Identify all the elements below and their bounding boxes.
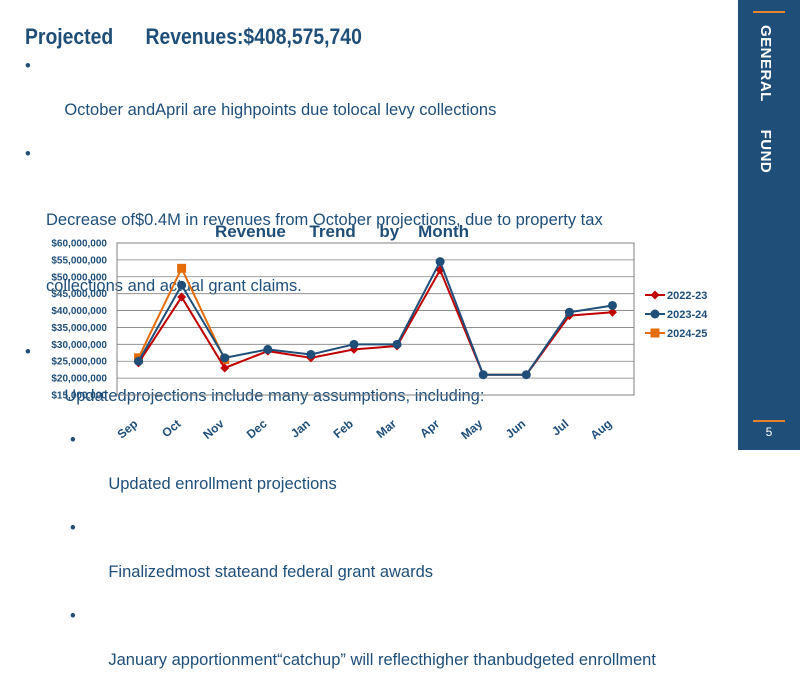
x-tick-label: May [458,416,485,442]
x-tick-label: Dec [244,416,270,441]
sub-bullet-item: • January apportionment“catchup” will re… [22,605,722,693]
chart-series [134,257,617,380]
legend-label: 2022-23 [667,290,707,302]
data-point [220,363,230,373]
x-axis-ticks: Sep Oct Nov Dec Jan Feb Mar Apr May Jun Jul Aug [115,416,615,442]
y-tick-label: $25,000,000 [51,357,107,368]
bullet-text: Updatedprojections include many assumpti… [64,387,485,405]
bullet-marker: • [70,519,76,537]
legend-marker [650,290,660,300]
y-tick-label: $20,000,000 [51,374,107,385]
legend-marker [650,309,660,319]
x-tick-label: Feb [331,417,356,441]
data-point [220,353,230,363]
bullet-marker: • [70,431,76,449]
data-point [521,370,531,380]
data-point [177,292,187,302]
revenue-trend-chart: Revenue Trend by Month $15,000,000 $20,00… [51,222,708,442]
y-axis-ticks: $15,000,000 $20,000,000 $25,000,000 $30,000… [51,239,107,402]
x-tick-label: Aug [588,417,615,443]
data-point [177,280,187,290]
bullet-text: October andApril are highpoints due tolo… [64,101,497,119]
series-line [137,259,613,376]
bullet-text: Decrease of$0.4M in revenues from Octobe… [46,211,603,229]
data-point [392,339,402,349]
x-tick-label: Apr [417,416,442,440]
data-point [263,344,273,354]
x-tick-label: Sep [115,417,141,442]
data-point [478,370,488,380]
sub-bullet-text: Finalizedmost stateand federal grant awa… [108,563,434,581]
data-point [435,257,445,267]
bullet-marker: • [25,145,31,163]
plot-area [116,242,635,396]
sub-bullet-text: January apportionment“catchup” will refl… [108,651,656,669]
bullet-marker: • [25,57,31,75]
series-line [137,267,613,376]
slide-title: Projected Revenues:$408,575,740 [25,24,362,49]
y-tick-label: $50,000,000 [51,272,107,283]
data-point [306,349,316,359]
y-tick-label: $45,000,000 [51,289,107,300]
series-2023-24 [134,257,617,380]
chart-legend: 2022-23 2023-24 2024-25 [645,290,708,340]
sidebar-panel: GENERAL FUND 5 [738,0,800,450]
y-tick-label: $40,000,000 [51,306,107,317]
data-point [607,307,617,317]
bullet-marker: • [70,607,76,625]
bullet-marker: • [25,343,31,361]
y-tick-label: $35,000,000 [51,323,107,334]
x-tick-label: Nov [200,416,227,442]
sub-bullet-text: Updated enrollment projections [108,475,337,493]
sidebar-label: GENERAL FUND [757,25,774,174]
bullet-text-continued: collections and actual grant claims. [46,277,302,295]
x-tick-label: Oct [159,417,183,441]
bullet-item: • Updatedprojections include many assump… [22,341,722,429]
sidebar-bottom-rule [753,420,785,422]
y-tick-label: $15,000,000 [51,391,107,402]
sidebar-top-rule [753,11,785,13]
y-tick-label: $30,000,000 [51,340,107,351]
data-point [134,356,144,366]
page-number: 5 [765,425,773,439]
data-point [177,263,187,273]
x-tick-label: Jun [503,417,528,441]
y-tick-label: $55,000,000 [51,255,107,266]
y-tick-label: $60,000,000 [51,239,107,250]
data-point [607,300,617,310]
data-point [564,307,574,317]
x-tick-label: Jul [549,417,571,439]
legend-marker [650,328,660,338]
chart-title: Revenue Trend by Month [215,222,469,241]
data-point [435,265,445,275]
x-tick-label: Jan [288,417,313,441]
data-point [349,339,359,349]
bullet-item: • Decrease of$0.4M in revenues from Octo… [22,143,722,341]
legend-label: 2024-25 [667,328,707,340]
sub-bullet-item: • Finalizedmost stateand federal grant a… [22,517,722,605]
bullet-item: • October andApril are highpoints due to… [22,55,722,143]
x-tick-label: Mar [374,416,400,441]
legend-label: 2023-24 [667,309,708,321]
